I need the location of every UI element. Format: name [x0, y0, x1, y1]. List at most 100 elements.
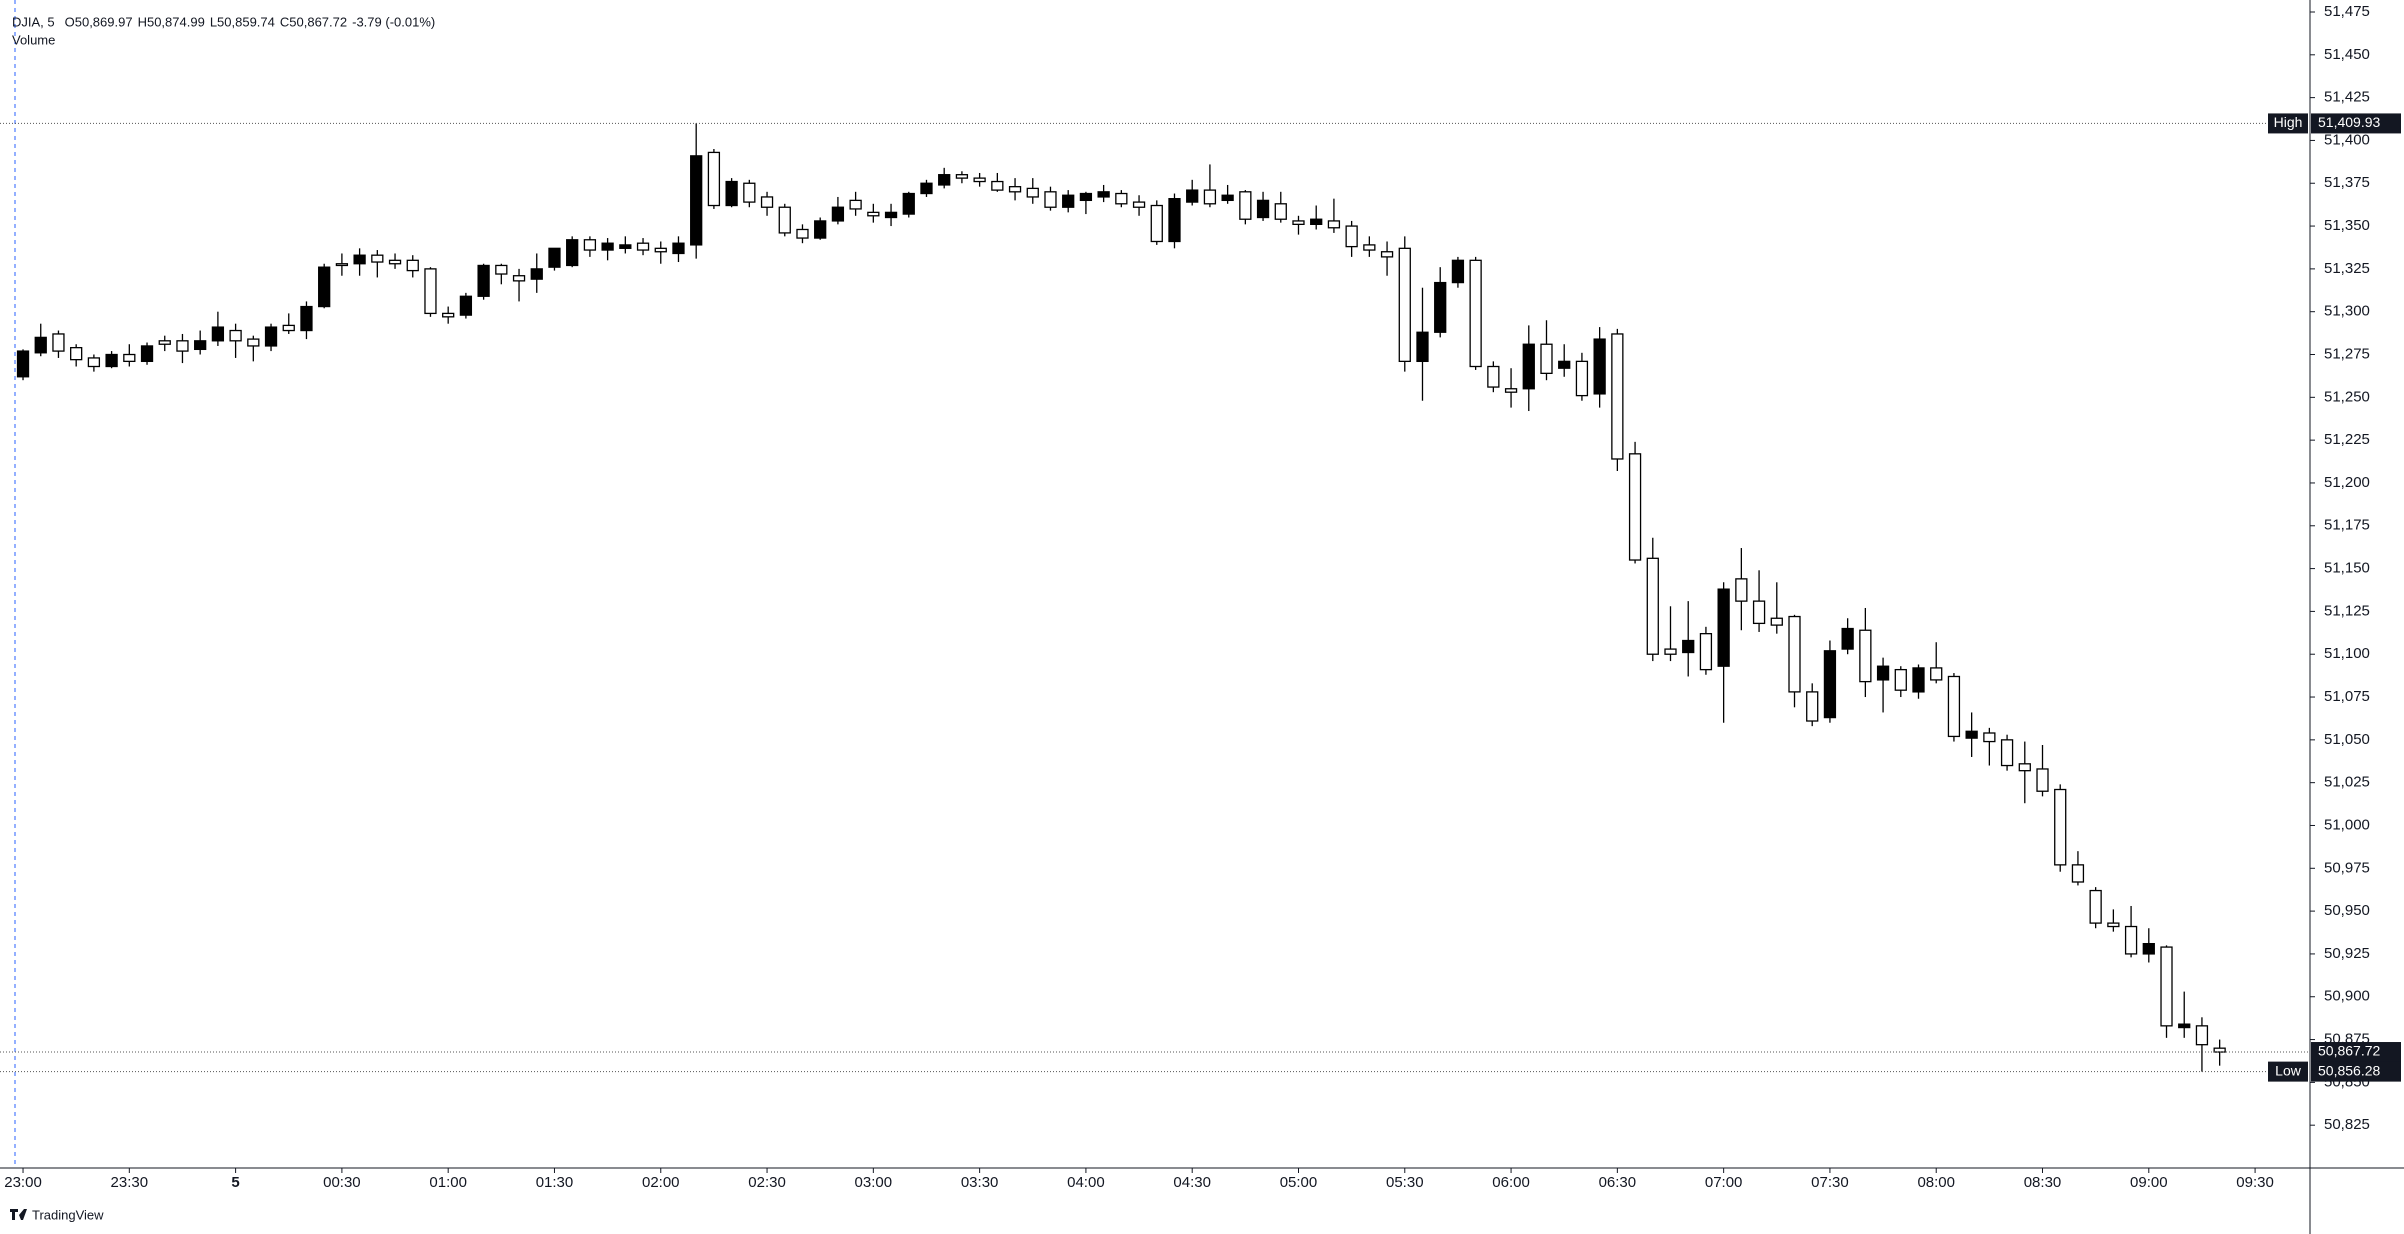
candle-body	[264, 326, 278, 347]
candle-body	[388, 259, 402, 265]
candle-body	[601, 242, 614, 251]
candle-body	[1434, 281, 1447, 333]
y-tick-label: 50,950	[2324, 902, 2370, 919]
candle-body	[1398, 247, 1411, 363]
y-tick-label: 51,150	[2324, 560, 2370, 577]
candle-body	[1558, 360, 1571, 369]
y-tick-label: 51,075	[2324, 688, 2370, 705]
candle-body	[1132, 201, 1146, 208]
y-tick-label: 51,350	[2324, 217, 2370, 234]
header-item: O50,869.97	[65, 14, 133, 29]
candle-body	[1256, 199, 1270, 219]
x-tick-label: 09:30	[2236, 1174, 2274, 1191]
candle-body	[1894, 668, 1907, 691]
candle-body	[2160, 946, 2173, 1027]
y-tick-label: 51,450	[2324, 46, 2370, 63]
candle-body	[1664, 648, 1677, 655]
candle-body	[619, 244, 632, 249]
candle-body	[353, 254, 366, 265]
candle-body	[2036, 768, 2049, 792]
candle-body	[495, 264, 508, 275]
candle-body	[1522, 343, 1535, 390]
y-tick-label: 50,900	[2324, 988, 2370, 1005]
candle-body	[2178, 1023, 2191, 1029]
candle-body	[1150, 204, 1163, 243]
candle-body	[849, 199, 862, 210]
y-tick-label: 51,425	[2324, 89, 2370, 106]
candle-body	[1646, 557, 1659, 655]
candle-body	[176, 340, 189, 352]
y-tick-label: 51,050	[2324, 731, 2370, 748]
candle-body	[2124, 925, 2138, 955]
candle-body	[2195, 1025, 2209, 1046]
candle-body	[672, 242, 685, 255]
candle-body	[158, 340, 171, 345]
x-tick-label: 04:00	[1067, 1174, 1105, 1191]
x-tick-label: 05:30	[1386, 1174, 1424, 1191]
candle-body	[654, 247, 667, 253]
y-tick-label: 51,025	[2324, 774, 2370, 791]
candle-body	[1628, 453, 1642, 561]
candle-body	[1876, 665, 1890, 681]
y-tick-label: 51,225	[2324, 431, 2370, 448]
candle-body	[1345, 225, 1358, 248]
candle-body	[105, 353, 118, 368]
candle-body	[1079, 192, 1093, 202]
price-tag-value: 51,409.93	[2318, 114, 2380, 130]
y-tick-label: 50,925	[2324, 945, 2370, 962]
candle-body	[1965, 730, 1978, 739]
candle-body	[1593, 338, 1606, 395]
header-item: -3.79 (-0.01%)	[352, 14, 435, 29]
candle-body	[1983, 732, 1996, 743]
candle-body	[920, 182, 933, 195]
candle-body	[1274, 203, 1287, 220]
x-tick-label: 01:30	[536, 1174, 574, 1191]
candle-body	[796, 228, 809, 239]
header-item: DJIA, 5	[12, 14, 55, 29]
logo: TradingView	[10, 1207, 104, 1222]
candle-body	[512, 275, 526, 282]
candle-body	[831, 206, 845, 222]
y-tick-label: 51,475	[2324, 3, 2370, 20]
x-tick-label: 04:30	[1173, 1174, 1211, 1191]
candle-body	[548, 247, 561, 268]
candle-body	[1310, 218, 1323, 226]
candle-body	[1575, 360, 1589, 397]
candle-body	[1203, 189, 1217, 205]
x-tick-label: 02:30	[748, 1174, 786, 1191]
candle-body	[87, 357, 101, 368]
candle-body	[1416, 331, 1429, 363]
candle-body	[335, 263, 349, 267]
candle-body	[1327, 220, 1341, 229]
y-tick-label: 51,325	[2324, 260, 2370, 277]
candle-body	[1239, 191, 1252, 220]
candle-body	[1611, 333, 1624, 460]
candle-body	[1186, 189, 1199, 203]
candle-body	[743, 182, 756, 203]
header-sub: Volume	[12, 32, 55, 47]
candle-body	[1451, 259, 1465, 284]
candle-body	[211, 326, 225, 342]
candle-body	[1682, 639, 1695, 654]
candle-body	[1008, 186, 1022, 193]
candle-body	[2071, 864, 2085, 883]
candle-body	[247, 338, 260, 347]
price-tag-box	[2311, 1061, 2401, 1082]
candle-body	[530, 268, 543, 280]
candle-body	[1788, 615, 1801, 693]
candle-body	[2018, 763, 2031, 772]
y-tick-label: 51,250	[2324, 388, 2370, 405]
candle-body	[1912, 667, 1925, 693]
x-tick-label: 23:30	[111, 1174, 149, 1191]
candle-body	[282, 324, 295, 332]
candle-body	[2089, 889, 2102, 924]
y-tick-label: 51,275	[2324, 345, 2370, 362]
candle-body	[902, 192, 915, 215]
price-tag-box	[2311, 1042, 2401, 1063]
price-tag-name: High	[2274, 114, 2303, 130]
y-tick-label: 51,000	[2324, 816, 2370, 833]
candle-body	[300, 305, 313, 332]
candle-body	[318, 266, 331, 308]
